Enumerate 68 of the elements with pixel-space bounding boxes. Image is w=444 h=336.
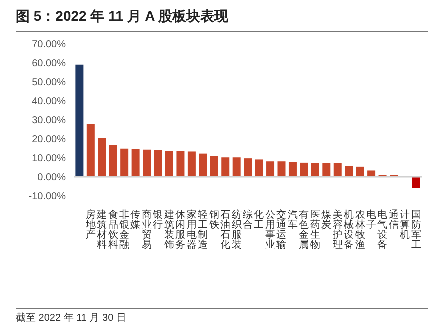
bar bbox=[278, 162, 286, 177]
bar bbox=[300, 162, 308, 177]
bar bbox=[188, 152, 196, 177]
bar bbox=[176, 151, 185, 177]
x-tick-label: 医药生物 bbox=[310, 210, 320, 251]
x-tick-label: 煤炭 bbox=[322, 209, 332, 231]
x-tick-label: 综合 bbox=[243, 209, 253, 231]
bar bbox=[76, 64, 84, 177]
bar bbox=[199, 154, 208, 177]
y-tick-label: 50.00% bbox=[32, 78, 66, 89]
x-tick-label: 非银金融 bbox=[118, 209, 130, 251]
bar bbox=[368, 170, 376, 177]
chart-title: 图 5：2022 年 11 月 A 股板块表现 bbox=[16, 8, 428, 32]
x-tick-label: 国防军工 bbox=[411, 210, 422, 251]
bar bbox=[154, 150, 162, 177]
x-tick-label: 农林牧渔 bbox=[354, 210, 366, 251]
bar bbox=[222, 158, 230, 177]
bar bbox=[266, 162, 275, 177]
x-tick-label: 交通运输 bbox=[276, 209, 287, 251]
x-tick-label: 钢铁 bbox=[208, 210, 220, 231]
x-tick-label: 建筑装饰 bbox=[163, 209, 174, 251]
bar bbox=[311, 164, 320, 177]
y-tick-label: -10.00% bbox=[28, 192, 66, 203]
x-tick-label: 石油石化 bbox=[220, 210, 231, 251]
y-tick-label: 10.00% bbox=[32, 154, 66, 165]
bar bbox=[345, 166, 354, 177]
x-tick-label: 电子 bbox=[366, 209, 376, 231]
y-tick-label: 40.00% bbox=[32, 96, 66, 108]
y-tick-label: 20.00% bbox=[32, 134, 66, 146]
x-tick-label: 电气设备 bbox=[378, 209, 388, 251]
x-tick-label: 机械设备 bbox=[344, 209, 354, 251]
bar bbox=[334, 164, 342, 177]
bar bbox=[232, 158, 241, 177]
bar bbox=[132, 149, 140, 177]
x-tick-label: 传媒 bbox=[130, 210, 141, 231]
y-tick-label: 0.00% bbox=[38, 172, 66, 184]
x-tick-label: 通信 bbox=[388, 209, 399, 231]
bar bbox=[288, 162, 297, 177]
bar bbox=[120, 148, 129, 177]
x-tick-label: 建筑材料 bbox=[96, 209, 108, 251]
x-tick-label: 计算机 bbox=[400, 209, 410, 241]
x-tick-label: 房地产 bbox=[84, 209, 96, 241]
x-tick-label: 食品饮料 bbox=[107, 209, 118, 251]
x-tick-label: 公用事业 bbox=[265, 209, 276, 251]
x-tick-label: 有色金属 bbox=[299, 209, 310, 251]
bar bbox=[322, 164, 331, 177]
bar bbox=[255, 160, 264, 177]
bar bbox=[210, 156, 218, 177]
x-tick-label: 家用电器 bbox=[186, 209, 197, 251]
y-tick-label: 30.00% bbox=[32, 116, 66, 127]
x-tick-label: 休闲服务 bbox=[176, 210, 186, 251]
bar bbox=[109, 145, 118, 177]
bar bbox=[356, 166, 364, 177]
bar bbox=[244, 158, 252, 177]
x-tick-label: 轻工制造 bbox=[198, 209, 208, 251]
x-tick-label: 纺织服装 bbox=[232, 209, 242, 251]
y-tick-label: 70.00% bbox=[32, 40, 66, 51]
x-tick-label: 商业贸易 bbox=[142, 209, 152, 251]
bar bbox=[86, 124, 95, 177]
x-tick-label: 化工 bbox=[254, 209, 264, 231]
y-tick-label: 60.00% bbox=[32, 58, 66, 70]
x-tick-label: 美容护理 bbox=[332, 209, 343, 251]
text: 截至 2022 年 11 月 30 日 bbox=[16, 311, 428, 325]
bar bbox=[98, 138, 106, 177]
x-tick-label: 银行 bbox=[152, 210, 164, 231]
bar bbox=[143, 150, 152, 177]
x-tick-label: 汽车 bbox=[288, 209, 298, 231]
bar bbox=[165, 151, 174, 177]
